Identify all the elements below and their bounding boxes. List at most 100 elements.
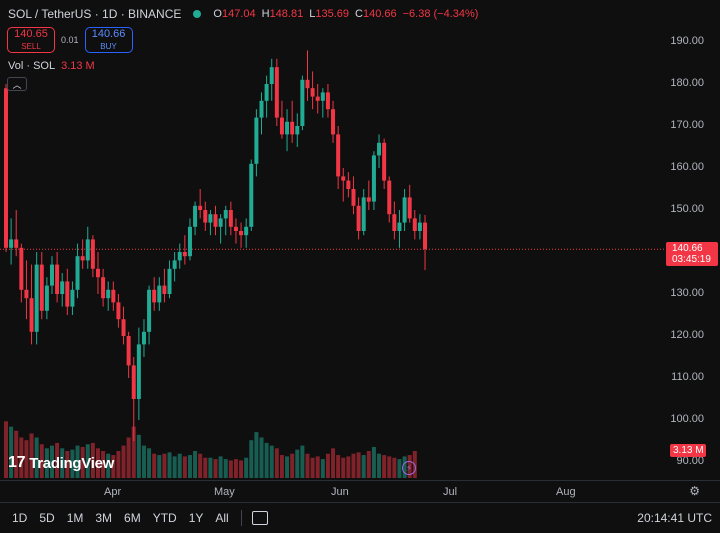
volume-bar: [187, 455, 192, 478]
volume-bar: [285, 456, 290, 478]
candle: [402, 189, 407, 231]
volume-bar: [80, 446, 85, 478]
symbol-title[interactable]: SOL / TetherUS · 1D · BINANCE: [8, 7, 182, 21]
candle: [193, 201, 198, 236]
timeframe-3m[interactable]: 3M: [95, 511, 113, 525]
candle: [239, 222, 244, 248]
buy-price: 140.66: [91, 27, 126, 40]
candle: [172, 252, 177, 282]
candle-body: [254, 117, 259, 164]
candle-body: [70, 289, 75, 307]
time-label-aug: Aug: [556, 486, 576, 498]
open-value: 147.04: [221, 8, 256, 20]
volume-bar: [90, 442, 95, 478]
candle-body: [85, 239, 90, 261]
bar-countdown: 03:45:19: [672, 254, 711, 265]
time-label-may: May: [214, 486, 235, 498]
volume-bar: [387, 456, 392, 478]
candle: [279, 100, 284, 139]
candle-body: [361, 197, 366, 231]
price-tick-label: 190.00: [670, 35, 704, 47]
candle: [24, 260, 29, 320]
timeframe-6m[interactable]: 6M: [124, 511, 141, 525]
price-axis[interactable]: 190.00180.00170.00160.00150.00140.00130.…: [666, 0, 720, 480]
candlestick-chart[interactable]: [0, 0, 666, 480]
candle-body: [157, 285, 162, 303]
chart-area[interactable]: [0, 0, 666, 480]
candle: [392, 201, 397, 240]
candle-body: [162, 285, 167, 294]
candle-body: [121, 319, 126, 336]
candle: [75, 243, 80, 299]
buy-button[interactable]: 140.66 BUY: [84, 27, 133, 53]
timeframe-ytd[interactable]: YTD: [152, 511, 177, 525]
candle-body: [116, 302, 121, 320]
volume-label: Vol · SOL: [8, 60, 56, 72]
candle: [269, 58, 274, 101]
candle-body: [387, 180, 392, 215]
volume-bar: [152, 453, 157, 478]
volume-bar: [39, 444, 44, 478]
candle: [315, 84, 320, 114]
timeframe-all[interactable]: All: [215, 511, 229, 525]
volume-bar: [116, 451, 121, 478]
volume-bar: [14, 430, 19, 478]
collapse-legend-button[interactable]: ︿: [7, 77, 27, 91]
sell-button[interactable]: 140.65 SELL: [7, 27, 55, 53]
tradingview-logo[interactable]: 17 TradingView: [8, 454, 114, 472]
candle-body: [208, 214, 213, 223]
candle: [387, 176, 392, 223]
volume-bar: [19, 437, 24, 478]
volume-bar: [331, 448, 336, 478]
price-tick-label: 170.00: [670, 119, 704, 131]
volume-bar: [131, 426, 136, 478]
settings-gear-icon[interactable]: ⚙: [689, 484, 700, 498]
ohlc-values: O147.04 H148.81 L135.69 C140.66 −6.38 (−…: [213, 8, 478, 20]
candle: [371, 151, 376, 210]
candle: [233, 218, 238, 244]
candle-body: [402, 197, 407, 223]
volume-bar: [106, 453, 111, 478]
timeframe-1m[interactable]: 1M: [66, 511, 84, 525]
candle-body: [95, 268, 100, 278]
volume-bar: [111, 455, 116, 478]
candle: [331, 100, 336, 143]
volume-legend[interactable]: Vol · SOL 3.13 M: [8, 60, 95, 72]
candle: [65, 268, 70, 315]
candle: [305, 50, 310, 101]
utc-clock[interactable]: 20:14:41 UTC: [637, 511, 712, 525]
price-tick-label: 130.00: [670, 287, 704, 299]
tradingview-logo-icon: 17: [8, 454, 26, 471]
candle-body: [147, 289, 152, 332]
candle: [336, 126, 341, 189]
candle-body: [4, 88, 8, 248]
price-tick-label: 150.00: [670, 203, 704, 215]
candle-body: [382, 142, 387, 181]
candle: [228, 201, 233, 236]
sell-price: 140.65: [14, 27, 48, 40]
volume-bar: [336, 455, 341, 478]
volume-bar: [147, 448, 152, 478]
timeframe-1y[interactable]: 1Y: [188, 511, 204, 525]
volume-bar: [34, 437, 39, 478]
volume-bar: [361, 455, 366, 478]
volume-bar: [85, 444, 90, 478]
time-axis[interactable]: Apr May Jun Jul Aug ⚙: [0, 480, 720, 502]
timeframe-5d[interactable]: 5D: [39, 511, 55, 525]
candle: [361, 189, 366, 236]
calendar-icon[interactable]: [251, 511, 268, 525]
high-value: 148.81: [269, 8, 304, 20]
candle-body: [9, 239, 14, 248]
candle-body: [203, 210, 208, 223]
candle-body: [126, 336, 131, 366]
candle-body: [75, 256, 80, 290]
candle-body: [193, 205, 198, 227]
candle-body: [269, 67, 274, 84]
candle-body: [218, 218, 223, 227]
volume-bar: [9, 426, 14, 478]
timeframe-1d[interactable]: 1D: [12, 511, 28, 525]
candle-body: [141, 331, 146, 345]
candle: [377, 134, 382, 168]
lightning-icon[interactable]: ⚡: [402, 461, 416, 475]
volume-bar: [157, 455, 162, 478]
